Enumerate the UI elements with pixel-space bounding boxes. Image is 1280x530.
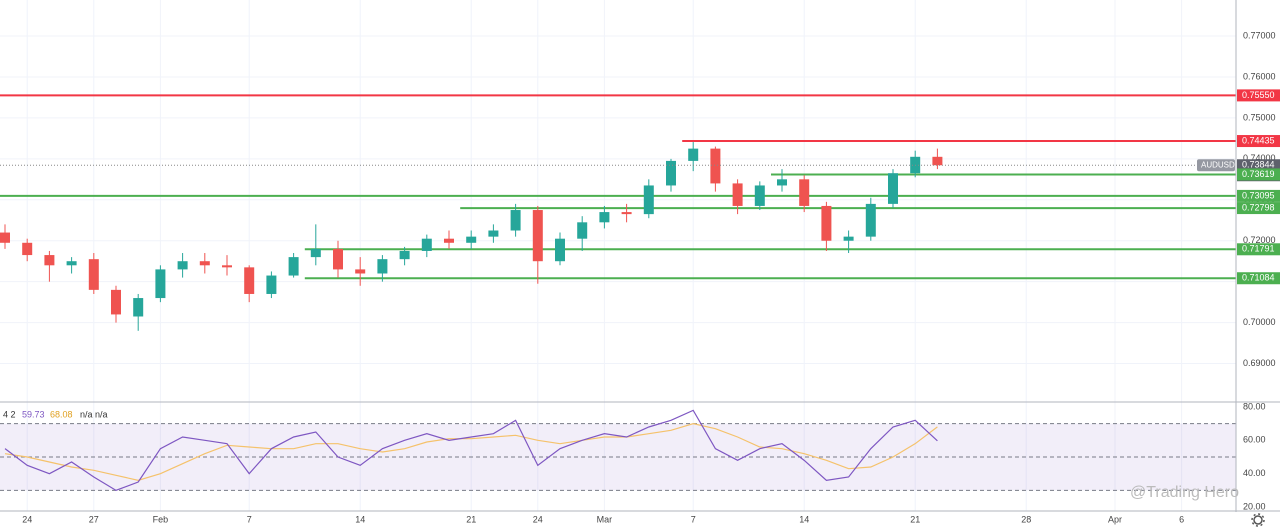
x-tick-label: 27 [89,514,99,524]
level-tag [1237,135,1280,148]
y-tick-label: 0.76000 [1243,71,1276,81]
level-tag [1237,168,1280,181]
level-tag-label: 0.75550 [1242,90,1275,100]
candle-body [22,242,33,256]
candle-body [843,236,854,241]
candle-body [865,203,876,237]
x-tick-label: 28 [1021,514,1031,524]
rsi-tick-label: 60.00 [1243,435,1266,445]
candle-body [421,238,432,251]
candle-body [577,222,588,239]
x-tick-label: 24 [533,514,543,524]
candle-body [199,261,210,266]
settings-icon[interactable] [1251,513,1265,527]
candle-body [177,261,188,270]
candle-body [466,236,477,243]
candle-body [932,156,943,166]
candle-body [888,173,898,204]
candle-body [88,259,99,290]
candle-body [222,265,232,268]
y-tick-label: 0.72000 [1243,235,1276,245]
rsi-legend-value: 59.73 [22,409,45,419]
candle-body [155,269,166,299]
candle-body [244,267,255,294]
symbol-tag [1197,159,1235,172]
candle-body [333,248,343,270]
y-tick-label: 0.74000 [1243,153,1276,163]
x-tick-label: 24 [22,514,32,524]
y-tick-label: 0.70000 [1243,317,1276,327]
candle-body [44,255,55,266]
x-tick-label: 7 [247,514,252,524]
level-tag [1237,202,1280,215]
x-tick-label: Apr [1108,514,1122,524]
level-tag-label: 0.73095 [1242,190,1275,200]
candle-body [266,275,277,294]
plot [0,94,1236,491]
x-tick-label: Feb [153,514,169,524]
axes: 24 27 Feb 7 14 21 24 Mar 7 14 21 28 Apr 6 0.77000 0.760… [3,30,1280,524]
x-tick-label: 21 [910,514,920,524]
candle-body [754,185,765,206]
candle-body [532,210,543,262]
candle-body [599,212,610,223]
symbol-tag-label: AUDUSD [1201,160,1235,169]
x-tick-label: Mar [597,514,613,524]
candle-body [777,179,787,186]
rsi-tick-label: 40.00 [1243,468,1266,478]
candle-body [133,298,144,317]
candle-body [377,259,388,274]
candle-body [643,185,654,215]
candle-body [821,205,832,241]
candle-body [399,250,410,260]
candle-body [288,257,299,276]
level-tag [1237,243,1280,256]
candle-body [488,230,499,237]
candle-body [444,238,454,243]
candle-body [66,261,77,266]
candle-body [111,289,121,315]
grid [0,0,1236,511]
level-tag [1237,189,1280,202]
rsi-legend-extra: n/a n/a [80,409,108,419]
level-tag-label: 0.71084 [1242,273,1275,283]
gear-teeth[interactable] [1251,513,1265,527]
y-tick-label: 0.77000 [1243,30,1276,40]
candle-body [621,212,632,215]
rsi-line [4,423,938,481]
x-tick-label: 14 [799,514,809,524]
candle-body [355,269,366,274]
x-tick-label: 6 [1179,514,1184,524]
level-tag-label: 0.71791 [1242,244,1275,254]
x-tick-label: 14 [355,514,365,524]
y-tick-label: 0.69000 [1243,358,1276,368]
x-tick-label: 21 [466,514,476,524]
candle-body [688,148,699,161]
watermark: @Trading Hero [1130,484,1239,501]
level-tag [1237,272,1280,285]
rsi-legend: 4 2 [3,409,16,419]
y-tick-label: 0.75000 [1243,112,1276,122]
rsi-line [4,409,938,491]
x-tick-label: 7 [691,514,696,524]
candle-body [666,160,676,186]
rsi-legend-value: 68.08 [50,409,73,419]
candle-body [732,183,743,206]
last-price-label: 0.73844 [1242,160,1275,170]
candle-body [555,238,565,262]
level-tag-label: 0.73619 [1242,169,1275,179]
level-tag [1237,89,1280,102]
level-tag-label: 0.74435 [1242,135,1275,145]
candle-body [510,210,521,231]
candle-body [310,248,321,258]
level-tag-label: 0.72798 [1242,202,1275,212]
gear[interactable] [1253,515,1263,525]
candle-body [710,148,721,184]
candle-body [799,179,810,206]
candle-body [0,232,10,243]
rsi-tick-label: 20.00 [1243,501,1266,511]
rsi-tick-label: 80.00 [1243,401,1266,411]
